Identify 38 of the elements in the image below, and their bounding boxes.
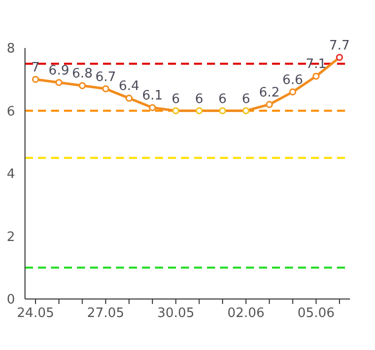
data-label: 7.7 [329,38,350,54]
point [312,72,320,80]
point [78,82,86,90]
point [32,76,40,83]
y-tick-label: 4 [6,167,15,182]
x-tick-label: 27.05 [87,306,124,321]
data-label: 6 [195,92,204,107]
data-label: 6.9 [48,64,70,79]
data-label: 6 [242,92,250,107]
x-tick-label: 05.06 [297,306,335,321]
point [55,78,62,86]
data-label: 7.1 [306,57,326,72]
point [336,54,344,61]
y-tick-label: 2 [6,230,15,245]
point [148,104,156,112]
point [266,100,273,108]
data-label: 6.1 [142,88,163,104]
y-tick-label: 8 [6,42,15,57]
point [196,107,203,114]
x-tick-label: 24.05 [16,306,54,321]
data-label: 6.6 [282,72,304,88]
point [289,88,296,96]
x-tick-label: 30.05 [157,306,194,321]
data-label: 6 [172,92,180,107]
data-label: 6.2 [258,85,280,100]
point [219,107,226,114]
point [242,107,250,114]
y-tick-label: 6 [6,104,15,120]
x-tick-label: 02.06 [227,306,265,321]
data-label: 6.8 [72,66,93,82]
y-tick-label: 0 [6,292,15,308]
point [172,107,180,114]
data-label: 6.4 [118,79,140,94]
data-label: 7 [31,60,40,76]
data-label: 6 [218,92,227,107]
data-label: 6.7 [95,70,116,85]
point [125,94,133,102]
point [102,85,110,92]
